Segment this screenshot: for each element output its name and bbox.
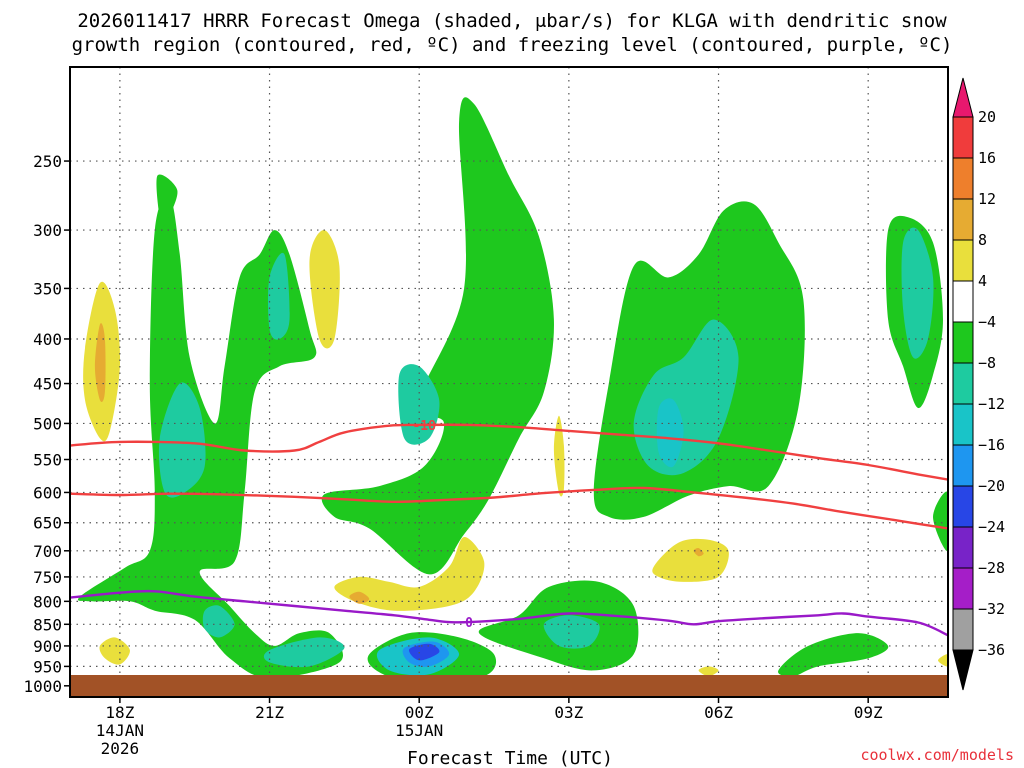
y-tick-label: 600 xyxy=(33,483,62,502)
x-tick-label: 06Z xyxy=(704,703,733,722)
colorbar-label: −32 xyxy=(978,600,1005,618)
omega-region-29 xyxy=(94,323,106,403)
plot-area xyxy=(70,67,948,697)
colorbar-band xyxy=(952,403,974,446)
colorbar-label: −28 xyxy=(978,559,1005,577)
y-tick-label: 550 xyxy=(33,451,62,470)
omega-region-11 xyxy=(202,605,235,638)
omega-region-20 xyxy=(408,643,440,661)
colorbar-label: −16 xyxy=(978,436,1005,454)
omega-region-23 xyxy=(553,415,565,497)
colorbar-label: 16 xyxy=(978,149,996,167)
colorbar-label: 4 xyxy=(978,272,987,290)
omega-region-1 xyxy=(156,174,178,228)
dendritic-contour-0 xyxy=(70,423,948,481)
colorbar-band xyxy=(952,77,974,118)
colorbar-band xyxy=(952,362,974,405)
omega-region-17 xyxy=(656,398,684,468)
colorbar-label: −36 xyxy=(978,641,1005,659)
freezing-contour-label: 0 xyxy=(465,616,473,631)
x-tick-label: 00Z xyxy=(405,703,434,722)
dendritic-contour-1 xyxy=(70,486,948,530)
contour-labels: -18 0 xyxy=(412,419,473,631)
colorbar-label: −8 xyxy=(978,354,996,372)
omega-region-22 xyxy=(309,230,340,349)
freezing-contour-2 xyxy=(70,589,948,637)
colorbar-band xyxy=(952,198,974,241)
omega-region-16 xyxy=(901,227,934,359)
colorbar-band xyxy=(952,526,974,569)
omega-region-8 xyxy=(933,491,948,551)
omega-region-12 xyxy=(263,637,345,668)
omega-region-26 xyxy=(99,637,130,665)
x-tick-label: 09Z xyxy=(854,703,883,722)
y-tick-label: 500 xyxy=(33,414,62,433)
y-tick-label: 750 xyxy=(33,568,62,587)
plot-frame xyxy=(69,66,949,698)
colorbar-label: −4 xyxy=(978,313,996,331)
omega-shading xyxy=(77,97,948,683)
omega-region-10 xyxy=(267,252,290,340)
omega-region-27 xyxy=(698,666,719,677)
colorbar-label: −12 xyxy=(978,395,1005,413)
omega-region-9 xyxy=(158,382,206,498)
colorbar-band xyxy=(952,116,974,159)
colorbar-label: −20 xyxy=(978,477,1005,495)
x-tick-label: 21Z xyxy=(255,703,284,722)
x-tick-year: 2026 xyxy=(101,739,140,758)
colorbar-label: −24 xyxy=(978,518,1005,536)
chart-title-line1: 2026011417 HRRR Forecast Omega (shaded, … xyxy=(77,10,947,32)
contour-lines xyxy=(70,423,948,637)
y-tick-label: 1000 xyxy=(23,677,62,696)
x-tick-label: 03Z xyxy=(554,703,583,722)
y-tick-label: 300 xyxy=(33,221,62,240)
omega-region-2 xyxy=(321,97,554,575)
dendritic-contour-label: -18 xyxy=(412,419,436,434)
omega-region-25 xyxy=(652,538,729,582)
omega-region-30 xyxy=(349,591,370,604)
y-tick-label: 250 xyxy=(33,152,62,171)
colorbar-band xyxy=(952,239,974,282)
colorbar-band xyxy=(952,608,974,651)
y-tick-label: 850 xyxy=(33,615,62,634)
colorbar-band xyxy=(952,280,974,323)
y-axis: 250 300 350 400 450 500 550 600 650 700 750 800 850 9… xyxy=(23,152,70,696)
y-tick-label: 950 xyxy=(33,657,62,676)
y-tick-label: 350 xyxy=(33,279,62,298)
colorbar-label: 12 xyxy=(978,190,996,208)
colorbar: 20 16 12 8 4 −4 −8 −12 −16 −20 −24 −28 −32 −36 xyxy=(952,77,1005,691)
y-tick-label: 400 xyxy=(33,330,62,349)
colorbar-band xyxy=(952,321,974,364)
omega-region-14 xyxy=(543,615,600,649)
y-tick-label: 700 xyxy=(33,542,62,561)
x-tick-date: 15JAN xyxy=(395,721,443,740)
colorbar-band xyxy=(952,567,974,610)
omega-region-31 xyxy=(693,548,704,557)
colorbar-label: 8 xyxy=(978,231,987,249)
grid xyxy=(70,67,948,697)
y-tick-label: 800 xyxy=(33,592,62,611)
x-tick-label: 18Z xyxy=(105,703,134,722)
y-tick-label: 900 xyxy=(33,637,62,656)
x-tick-date: 14JAN xyxy=(96,721,144,740)
chart-title-line2: growth region (contoured, red, ºC) and f… xyxy=(72,34,953,56)
y-tick-label: 650 xyxy=(33,514,62,533)
colorbar-band xyxy=(952,485,974,528)
colorbar-band xyxy=(952,649,974,691)
omega-region-6 xyxy=(778,633,889,677)
colorbar-label: 20 xyxy=(978,108,996,126)
colorbar-band xyxy=(952,444,974,487)
ground-terrain xyxy=(70,675,948,697)
omega-region-24 xyxy=(334,536,485,611)
omega-region-28 xyxy=(938,654,948,667)
y-tick-label: 450 xyxy=(33,375,62,394)
colorbar-band xyxy=(952,157,974,200)
watermark: coolwx.com/models xyxy=(860,746,1014,764)
x-axis-title: Forecast Time (UTC) xyxy=(407,748,613,768)
